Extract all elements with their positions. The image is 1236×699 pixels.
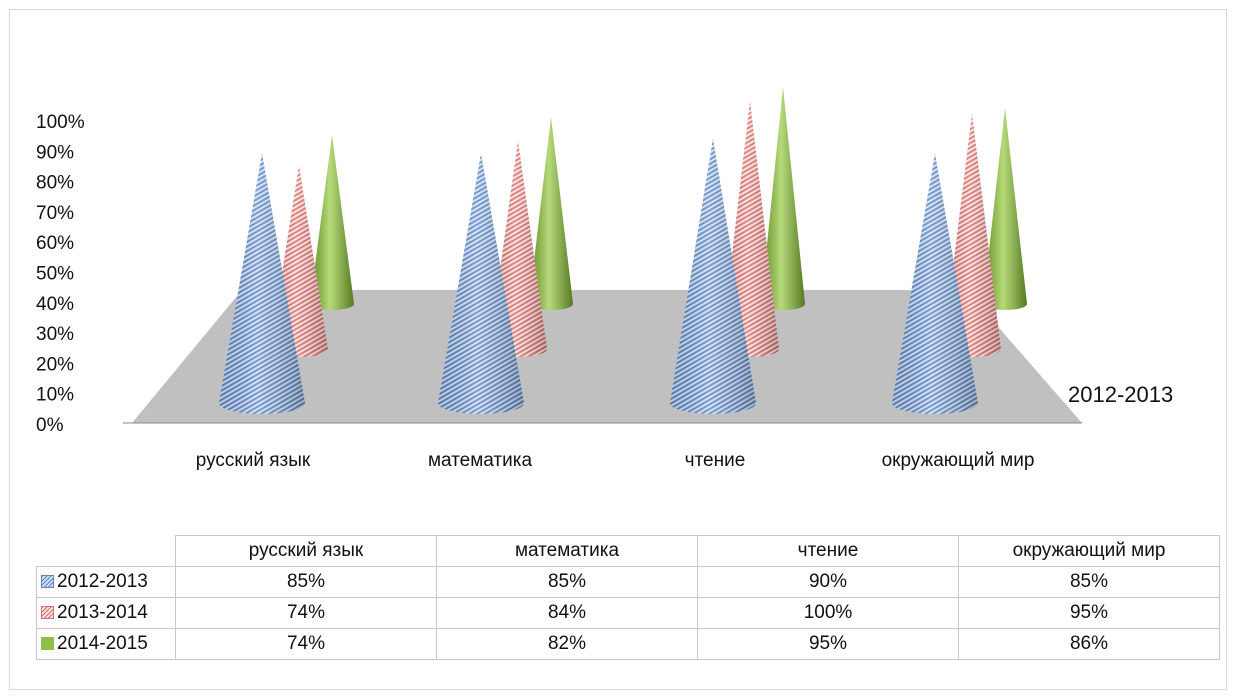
table-cell: 84%: [436, 597, 698, 629]
cone-mark: [438, 153, 524, 414]
table-row: 2014-2015 74% 82% 95% 86%: [36, 628, 1220, 660]
y-tick-label: 70%: [36, 203, 74, 224]
table-corner: [36, 535, 176, 567]
cone-shading: [983, 107, 1027, 310]
cone-shading: [310, 135, 354, 310]
cone-mark: [892, 153, 978, 414]
legend-swatch-icon: [41, 637, 54, 650]
series-name: 2014-2015: [57, 633, 148, 654]
table-cell: 100%: [697, 597, 959, 629]
series-name: 2012-2013: [57, 571, 148, 592]
cone-shading: [529, 117, 573, 310]
y-tick-label: 40%: [36, 294, 74, 315]
table-cell: 95%: [958, 597, 1220, 629]
y-tick-label: 20%: [36, 354, 74, 375]
table-cell: 85%: [175, 566, 437, 598]
x-category-label: русский язык: [196, 450, 311, 471]
table-row: 2013-2014 74% 84% 100% 95%: [36, 597, 1220, 629]
x-category-label: чтение: [685, 450, 746, 471]
table-cell: 85%: [958, 566, 1220, 598]
legend-key: 2012-2013: [36, 566, 176, 598]
table-cell: 90%: [697, 566, 959, 598]
table-cell: 82%: [436, 628, 698, 660]
table-row: 2012-2013 85% 85% 90% 85%: [36, 566, 1220, 598]
y-tick-label: 10%: [36, 385, 74, 406]
y-tick-label: 100%: [36, 112, 85, 133]
x-category-label: математика: [428, 450, 533, 471]
table-header-cell: математика: [436, 535, 698, 567]
cone-shading: [761, 87, 805, 311]
depth-axis-label: 2012-2013: [1068, 382, 1173, 407]
table-header-cell: русский язык: [175, 535, 437, 567]
table-cell: 74%: [175, 628, 437, 660]
series-name: 2013-2014: [57, 602, 148, 623]
x-category-label: окружающий мир: [882, 450, 1035, 471]
legend-swatch-icon: [41, 606, 54, 619]
table-cell: 85%: [436, 566, 698, 598]
cones-layer: [219, 87, 1027, 414]
y-tick-label: 50%: [36, 264, 74, 285]
x-axis: русский язык математика чтение окружающий м…: [196, 450, 1035, 471]
cone-shading: [670, 138, 756, 414]
data-table: русский язык математика чтение окружающи…: [36, 535, 1220, 660]
y-tick-label: 60%: [36, 233, 74, 254]
y-tick-label: 90%: [36, 142, 74, 163]
legend-key: 2014-2015: [36, 628, 176, 660]
chart-floor: [132, 290, 1082, 423]
table-cell: 74%: [175, 597, 437, 629]
table-cell: 86%: [958, 628, 1220, 660]
cone-chart: 0% 10% 20% 30% 40% 50% 60% 70% 80% 90% 100% русски…: [36, 87, 1173, 471]
legend-key: 2013-2014: [36, 597, 176, 629]
cone-mark: [219, 153, 305, 414]
y-tick-label: 30%: [36, 324, 74, 345]
table-header-cell: окружающий мир: [958, 535, 1220, 567]
legend-swatch-icon: [41, 575, 54, 588]
cone-shading: [892, 153, 978, 414]
cone-shading: [438, 153, 524, 414]
y-tick-label: 0%: [36, 415, 64, 436]
cone-mark: [670, 138, 756, 414]
cone-shading: [219, 153, 305, 414]
cone-mark: [983, 107, 1027, 310]
cone-mark: [761, 87, 805, 311]
y-axis: 0% 10% 20% 30% 40% 50% 60% 70% 80% 90% 100%: [36, 112, 85, 436]
table-cell: 95%: [697, 628, 959, 660]
y-tick-label: 80%: [36, 173, 74, 194]
cone-mark: [529, 117, 573, 310]
table-header-cell: чтение: [697, 535, 959, 567]
table-header-row: русский язык математика чтение окружающи…: [36, 535, 1220, 567]
cone-mark: [310, 135, 354, 310]
